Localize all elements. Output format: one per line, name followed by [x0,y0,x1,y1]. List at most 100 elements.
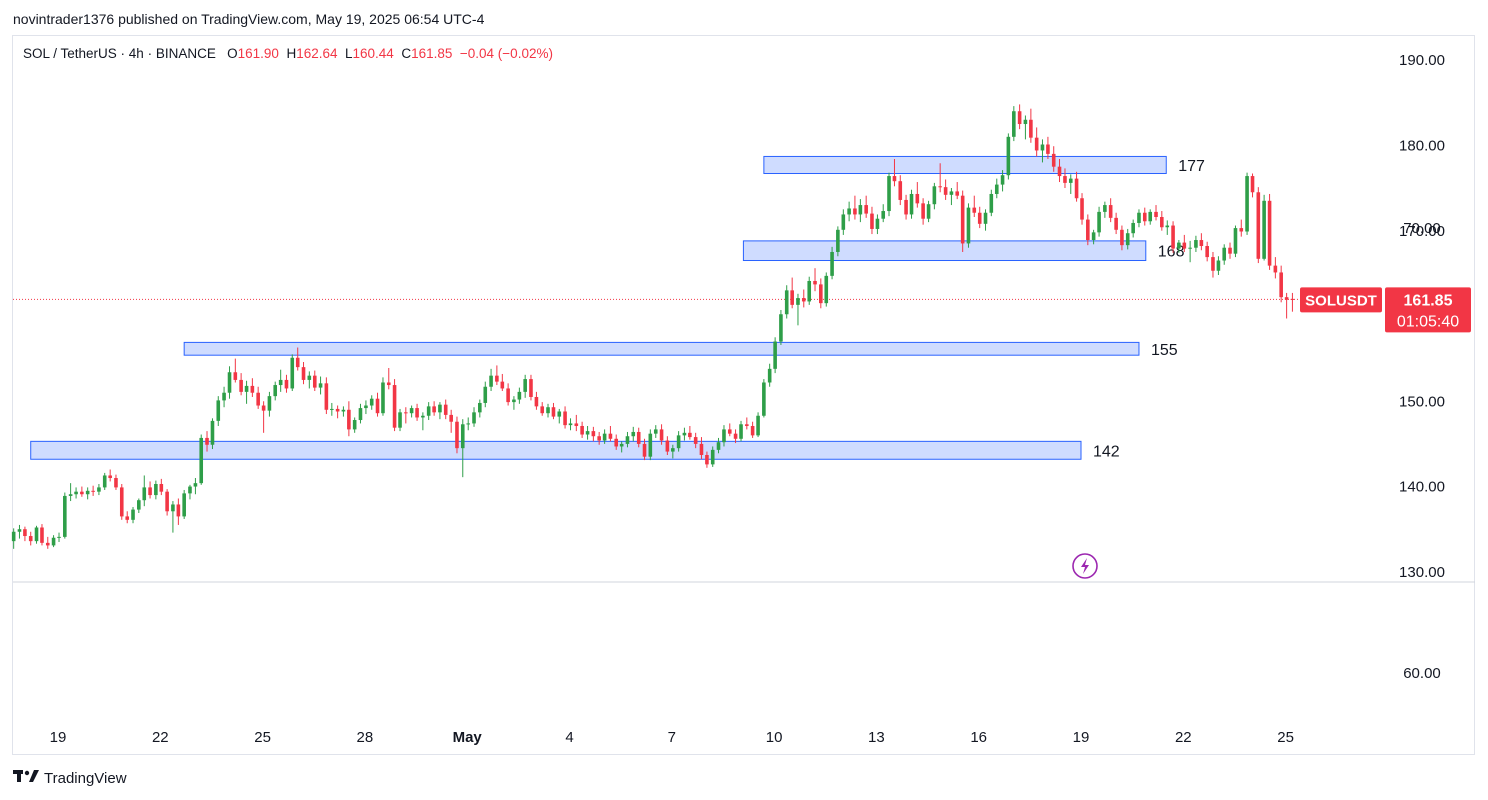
lightning-icon[interactable] [1072,553,1098,579]
candle [1000,170,1005,192]
candle [68,483,73,502]
tradingview-brand[interactable]: TradingView [13,769,127,787]
candle [284,374,289,393]
candle [1029,108,1033,143]
legend-high: 162.64 [296,46,338,61]
candle [875,214,880,235]
candle [745,417,749,430]
candle [1046,136,1050,160]
candle [1068,174,1073,194]
candle [756,412,760,438]
candle [489,368,493,392]
candle [546,403,550,418]
chart-frame[interactable] [12,35,1475,755]
candle [790,277,794,309]
candle [653,425,658,438]
candle [1063,168,1067,189]
candle [733,429,738,444]
candle [114,474,118,490]
candle [455,416,459,454]
candle [1165,220,1170,235]
candle [1108,198,1113,223]
candle [523,374,527,398]
x-tick-label: 10 [766,729,783,746]
candle [250,378,255,397]
candle [602,429,607,444]
candle [290,354,295,392]
candle [989,189,994,217]
candle [676,431,681,452]
candle [1097,206,1101,237]
candle [460,419,465,478]
candle [870,206,874,235]
candle [665,436,670,455]
candle [881,204,886,223]
candle [483,381,488,408]
candle [574,414,579,432]
candle [813,268,817,292]
candle [960,190,965,252]
candle [727,423,732,437]
candle [864,195,868,218]
symbol-legend[interactable]: SOL / TetherUS · 4h · BINANCE O161.90 H1… [23,46,553,61]
candle [1040,139,1045,163]
candle [784,285,789,319]
candle [1182,234,1187,252]
candle [318,376,323,395]
candle [955,182,960,200]
candle [193,478,198,495]
candle [773,337,777,374]
legend-change: −0.04 (−0.02%) [459,46,553,61]
candle [148,481,152,499]
candle [994,178,999,199]
candle [398,408,402,432]
candle [1125,228,1130,250]
candle [540,402,545,416]
candle [449,409,453,433]
candle [80,486,84,497]
candle [1171,221,1175,253]
candle [762,379,766,418]
candle [415,403,419,421]
candle [74,487,78,499]
candle [426,402,431,421]
candle [597,431,601,445]
candle [381,377,385,416]
candle [409,405,414,418]
publisher-line: novintrader1376 published on TradingView… [13,11,485,27]
candle [767,363,772,387]
candle [165,489,169,516]
legend-close: 161.85 [411,46,453,61]
x-tick-label: 22 [1175,729,1192,746]
legend-open: 161.90 [237,46,279,61]
candle [443,399,448,420]
x-tick-label: 13 [868,729,885,746]
candle [1199,233,1204,251]
candle [239,373,243,396]
candle [261,401,266,433]
legend-interval: 4h [128,46,144,61]
candle [307,371,312,389]
candle [568,418,573,431]
legend-symbol[interactable]: SOL / TetherUS [23,46,117,61]
candle [625,431,630,448]
candle [358,403,363,424]
candle [34,525,39,544]
candle [472,407,476,427]
candle [722,425,726,447]
zone-rect [183,341,1140,356]
candle [1290,292,1295,312]
candle [972,195,977,218]
x-tick-label: 19 [1073,729,1090,746]
candle [887,172,891,217]
candle [1114,212,1118,235]
candle [324,377,329,415]
candle [227,366,232,399]
candle [97,483,101,496]
candle [824,272,829,307]
candle [1279,265,1283,303]
candle [1034,127,1039,157]
price-tag [1385,287,1471,333]
